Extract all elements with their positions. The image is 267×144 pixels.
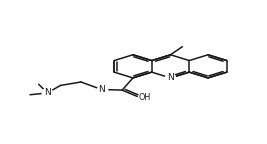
Text: N: N (167, 73, 174, 82)
Text: N: N (44, 88, 51, 97)
Text: N: N (98, 85, 105, 94)
Text: OH: OH (139, 93, 151, 102)
